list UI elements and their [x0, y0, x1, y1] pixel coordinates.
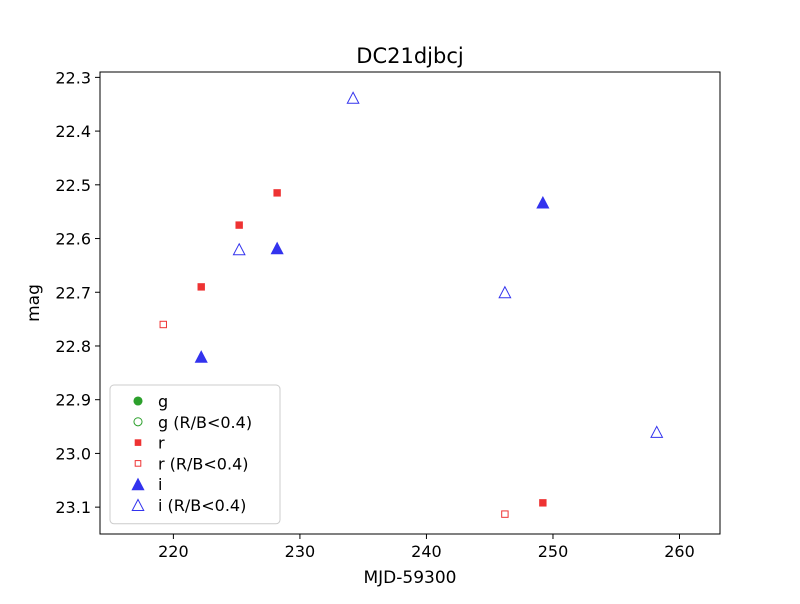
y-tick-label: 23.0	[55, 444, 91, 463]
legend-label: g	[158, 392, 168, 411]
x-tick-label: 230	[285, 542, 316, 561]
data-point-square	[273, 189, 281, 197]
legend-marker-circle	[133, 396, 143, 406]
data-point-triangle	[536, 195, 550, 209]
x-axis-label: MJD-59300	[364, 568, 457, 588]
legend-label: i (R/B<0.4)	[158, 496, 246, 515]
y-tick-label: 23.1	[55, 498, 91, 517]
data-point-square-open	[501, 510, 509, 518]
x-tick-label: 220	[158, 542, 189, 561]
legend-label: r (R/B<0.4)	[158, 454, 248, 473]
y-tick-label: 22.7	[55, 283, 91, 302]
data-point-triangle	[270, 241, 284, 255]
chart-title: DC21djbcj	[356, 44, 463, 68]
x-axis: 220 230 240 250 260	[158, 534, 695, 561]
y-tick-label: 22.5	[55, 176, 91, 195]
data-point-triangle-open	[346, 91, 360, 104]
data-point-square	[235, 221, 243, 229]
data-point-triangle-open	[650, 425, 664, 438]
y-tick-label: 22.8	[55, 337, 91, 356]
data-points	[159, 91, 664, 518]
legend-marker-triangle	[131, 477, 145, 491]
legend-label: i	[158, 475, 162, 494]
legend-marker-square-open	[134, 460, 142, 467]
y-axis-label: mag	[24, 284, 44, 322]
y-tick-label: 22.9	[55, 391, 91, 410]
data-point-square	[197, 283, 205, 291]
x-tick-label: 250	[538, 542, 569, 561]
legend-label: g (R/B<0.4)	[158, 413, 252, 432]
legend: g g (R/B<0.4) rr (R/B<0.4) i i (R/B<0.4)	[109, 384, 281, 525]
legend-label: r	[158, 434, 165, 453]
x-tick-label: 260	[664, 542, 695, 561]
legend-box	[109, 384, 281, 525]
legend-marker-triangle-open	[131, 498, 145, 511]
y-tick-label: 22.3	[55, 68, 91, 87]
data-point-triangle	[194, 350, 208, 363]
legend-marker-square	[134, 439, 142, 446]
x-tick-label: 240	[411, 542, 442, 561]
data-point-square-open	[159, 320, 167, 329]
data-point-square	[539, 499, 547, 507]
y-tick-label: 22.4	[55, 122, 91, 141]
y-axis: 22.3 22.4 22.5 22.6 22.7 22.8 22.9 23.0 23.1	[55, 68, 100, 517]
y-tick-label: 22.6	[55, 230, 91, 249]
data-point-triangle-open	[498, 285, 512, 299]
data-point-triangle-open	[232, 242, 246, 256]
legend-marker-circle-open	[133, 417, 143, 427]
